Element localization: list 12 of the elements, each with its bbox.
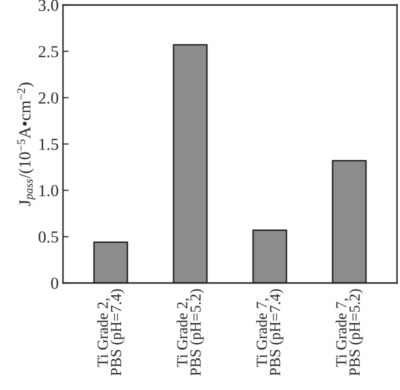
x-tick-label: Ti Grade 2, PBS (pH=5.2): [176, 289, 204, 376]
y-tick-label: 2.0: [38, 92, 58, 104]
y-axis-title: J$_{pass}$/(10$^{−5}$A•cm$^{−2}$): [17, 82, 36, 206]
x-tick-label: Ti Grade 7, PBS (pH=7.4): [256, 289, 284, 376]
x-tick-label: Ti Grade 7, PBS (pH=5.2): [336, 289, 363, 376]
x-tick-label: Ti Grade 2, PBS (pH=7.4): [97, 289, 124, 376]
y-tick-label: 0: [51, 278, 58, 289]
y-tick-label: 1.0: [39, 185, 58, 196]
y-tick-label: 0.5: [38, 231, 58, 243]
y-tick-label: 1.5: [39, 138, 58, 150]
y-tick-label: 3.0: [38, 0, 58, 12]
y-tick-label: 2.5: [38, 46, 58, 58]
